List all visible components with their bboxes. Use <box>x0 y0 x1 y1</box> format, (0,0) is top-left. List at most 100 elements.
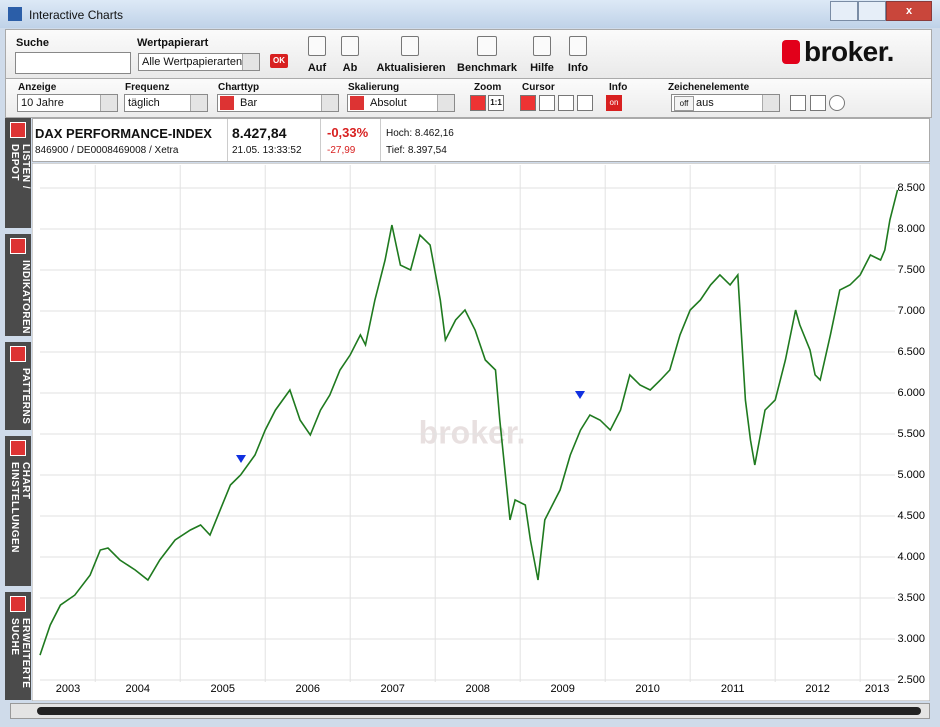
divider <box>380 119 381 161</box>
icon <box>350 96 364 110</box>
x-tick-label: 2010 <box>635 683 659 695</box>
select[interactable]: täglich <box>124 94 208 112</box>
high: Hoch: 8.462,16 <box>386 128 454 139</box>
sidebar-tab[interactable]: ERWEITERTE SUCHE <box>5 592 31 700</box>
cursor-button[interactable] <box>558 95 574 111</box>
label: Anzeige <box>18 82 57 93</box>
label: Wertpapierart <box>137 37 209 49</box>
y-tick-label: 3.000 <box>897 633 925 645</box>
tool-button[interactable] <box>829 95 845 111</box>
tool-button[interactable] <box>790 95 806 111</box>
x-tick-label: 2008 <box>465 683 489 695</box>
cursor-button[interactable] <box>539 95 555 111</box>
tool-button[interactable] <box>810 95 826 111</box>
sidebar-tab[interactable]: INDIKATOREN <box>5 234 31 336</box>
maximize[interactable] <box>858 1 886 21</box>
y-tick-label: 7.500 <box>897 264 925 276</box>
y-tick-label: 8.500 <box>897 182 925 194</box>
signal-marker <box>236 455 246 463</box>
select[interactable]: Bar <box>217 94 339 112</box>
sidebar-tab[interactable]: PATTERNS <box>5 342 31 430</box>
icon <box>220 96 234 110</box>
low: Tief: 8.397,54 <box>386 145 447 156</box>
label: Frequenz <box>125 82 170 93</box>
label: Info <box>609 82 628 93</box>
x-tick-label: 2005 <box>210 683 234 695</box>
button[interactable] <box>401 36 419 56</box>
select[interactable]: 10 Jahre <box>17 94 118 112</box>
zoom-button[interactable] <box>470 95 486 111</box>
label: Suche <box>16 37 50 49</box>
button-label: Benchmark <box>457 62 517 74</box>
y-tick-label: 6.000 <box>897 387 925 399</box>
button-label: Info <box>567 62 589 74</box>
x-tick-label: 2007 <box>380 683 404 695</box>
label: Cursor <box>522 82 555 93</box>
instrument-ids: 846900 / DE0008469008 / Xetra <box>35 145 179 156</box>
ok-button[interactable]: OK <box>270 54 288 68</box>
button[interactable] <box>477 36 497 56</box>
price: 8.427,84 <box>232 125 287 141</box>
x-tick-label: 2004 <box>125 683 149 695</box>
label: Skalierung <box>348 82 400 93</box>
window-title: Interactive Charts <box>29 8 124 22</box>
y-tick-label: 5.500 <box>897 428 925 440</box>
button-label: Hilfe <box>530 62 554 74</box>
divider <box>227 119 228 161</box>
divider <box>320 119 321 161</box>
sidebar-tab[interactable]: LISTEN / DEPOT <box>5 118 31 228</box>
y-tick-label: 5.000 <box>897 469 925 481</box>
chart-background <box>32 163 930 701</box>
y-tick-label: 4.000 <box>897 551 925 563</box>
instrument-header: DAX PERFORMANCE-INDEX 846900 / DE0008469… <box>32 118 930 162</box>
search-input[interactable] <box>15 52 131 74</box>
y-tick-label: 3.500 <box>897 592 925 604</box>
y-tick-label: 7.000 <box>897 305 925 317</box>
button-label: Ab <box>342 62 358 74</box>
y-tick-label: 8.000 <box>897 223 925 235</box>
cursor-button[interactable] <box>520 95 536 111</box>
scroll-thumb[interactable] <box>37 707 921 715</box>
select[interactable]: Alle Wertpapierarten <box>138 53 260 71</box>
y-tick-label: 2.500 <box>897 674 925 686</box>
logo: broker. <box>804 36 894 67</box>
change-pct: -0,33% <box>327 125 369 140</box>
app-icon <box>8 7 22 21</box>
toggle[interactable]: off <box>674 96 694 111</box>
logo-icon <box>782 40 800 64</box>
chart: broker. 2.500 3.000 3.500 4.000 4.500 5.000 5.… <box>32 163 930 701</box>
select[interactable]: aus <box>671 94 780 112</box>
label: Charttyp <box>218 82 260 93</box>
button-label: Aktualisieren <box>376 62 446 74</box>
time: 21.05. 13:33:52 <box>232 145 302 156</box>
x-tick-label: 2013 <box>865 683 889 695</box>
x-tick-label: 2012 <box>805 683 829 695</box>
toolbar: Suche Wertpapierart Alle Wertpapierarten… <box>5 29 932 79</box>
info-toggle[interactable]: on <box>606 95 622 111</box>
button[interactable] <box>533 36 551 56</box>
x-tick-label: 2003 <box>56 683 80 695</box>
cursor-button[interactable] <box>577 95 593 111</box>
minimize[interactable] <box>830 1 858 21</box>
instrument-name: DAX PERFORMANCE-INDEX <box>35 126 212 141</box>
title-bar: Interactive Charts x <box>0 0 940 28</box>
change-abs: -27,99 <box>327 145 356 156</box>
button[interactable] <box>569 36 587 56</box>
options-bar: Anzeige 10 Jahre Frequenz täglich Chartt… <box>5 78 932 118</box>
y-tick-label: 4.500 <box>897 510 925 522</box>
x-tick-label: 2009 <box>550 683 574 695</box>
close[interactable]: x <box>886 1 932 21</box>
price-line <box>39 189 899 656</box>
scrollbar[interactable] <box>10 703 930 719</box>
zoom-reset[interactable]: 1:1 <box>488 95 504 111</box>
button[interactable] <box>341 36 359 56</box>
button-label: Auf <box>307 62 327 74</box>
label: Zeichenelemente <box>668 82 750 93</box>
select[interactable]: Absolut <box>347 94 455 112</box>
y-tick-label: 6.500 <box>897 346 925 358</box>
button[interactable] <box>308 36 326 56</box>
label: Zoom <box>474 82 502 93</box>
sidebar-tab[interactable]: CHART EINSTELLUNGEN <box>5 436 31 586</box>
x-tick-label: 2006 <box>295 683 319 695</box>
signal-marker <box>575 391 585 399</box>
